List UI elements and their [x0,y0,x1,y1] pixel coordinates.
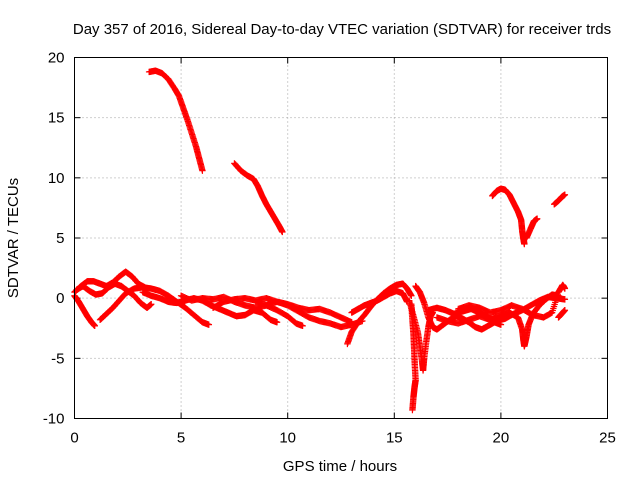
data-point [148,300,155,308]
x-tick-label: 25 [599,430,616,447]
series-arc-high-5 [551,191,569,208]
data-point [561,285,569,292]
data-point [91,322,98,330]
x-axis-label: GPS time / hours [283,458,397,475]
y-tick-label: 10 [48,170,65,187]
data-point [279,228,286,236]
x-tick-label: 20 [493,430,510,447]
data-point [205,321,213,328]
series-arc-high-3 [489,185,528,248]
x-tick-label: 15 [386,430,403,447]
series-arc-storm-5 [433,291,562,350]
series-arc-low-8 [252,298,306,330]
axes: 0 5 10 15 20 25 -10 -5 0 5 10 15 20 [43,50,616,447]
y-tick-label: -10 [43,411,65,428]
x-tick-label: 0 [70,430,78,447]
y-tick-label: 5 [56,230,64,247]
y-tick-label: 15 [48,110,65,127]
data-point [533,215,541,222]
y-tick-label: -5 [51,350,64,367]
grid [74,57,608,419]
data-point [199,167,206,174]
x-tick-label: 10 [279,430,296,447]
series-arc-low-1 [71,292,98,330]
y-tick-label: 20 [48,50,65,67]
data-point [299,322,306,330]
x-tick-label: 5 [177,430,185,447]
series-arc-high-1 [145,67,206,174]
data-point [273,319,281,326]
series-arc-high-2 [231,160,286,236]
data-point [409,406,416,414]
data-points [71,67,569,414]
plot-frame [74,57,608,419]
chart-title: Day 357 of 2016, Sidereal Day-to-day VTE… [73,21,611,38]
series-arc-low-2 [71,268,151,296]
series-arc-low-10 [348,287,411,316]
series-arc-storm-6 [455,281,569,321]
y-axis-label: SDTVAR / TECUs [5,178,22,298]
series-arc-low-4 [96,284,213,328]
data-point [521,240,528,248]
data-point [561,307,569,314]
data-point [561,191,569,198]
series-arc-tail [555,307,569,321]
data-point [561,296,569,303]
series-arc-low-9 [344,280,415,348]
y-tick-label: 0 [56,290,64,307]
data-point [408,292,415,299]
series-arc-high-4 [523,215,541,242]
